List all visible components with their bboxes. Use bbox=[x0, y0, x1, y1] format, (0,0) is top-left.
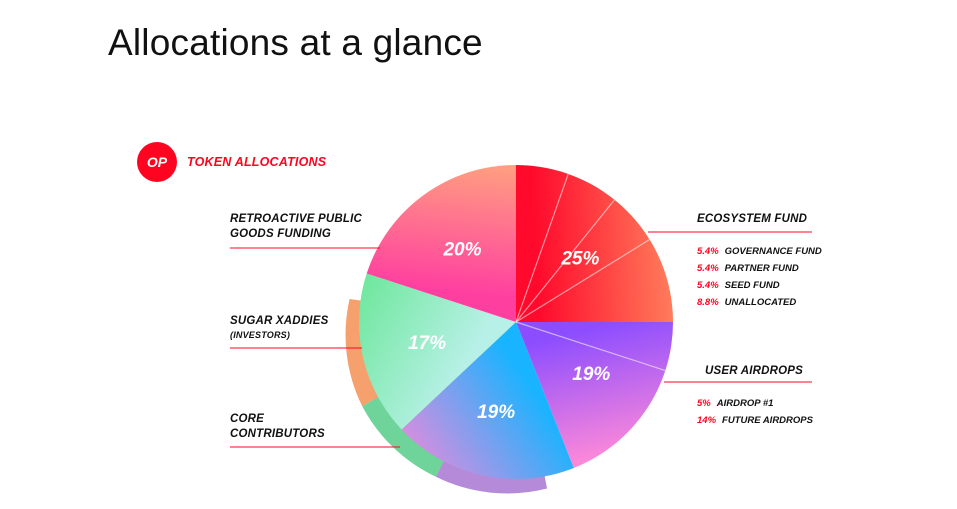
ecosystem-breakdown-item: 5.4% SEED FUND bbox=[697, 280, 780, 291]
label-investors: (INVESTORS) bbox=[230, 330, 291, 340]
pie-value-label: 19% bbox=[477, 402, 515, 423]
pie-slice-core-contributors bbox=[401, 322, 574, 480]
pie-subdivision-line bbox=[515, 321, 666, 372]
ecosystem-breakdown-item: 8.8% UNALLOCATED bbox=[697, 297, 797, 308]
label-core-contributors: CORE CONTRIBUTORS bbox=[230, 413, 325, 440]
label-user-airdrops: USER AIRDROPS bbox=[705, 365, 804, 377]
label-retroactive-public-goods: RETROACTIVE PUBLIC GOODS FUNDING bbox=[230, 213, 363, 240]
pie-slice-retroactive-public-goods-funding bbox=[366, 165, 516, 322]
pie-subdivision-line bbox=[515, 239, 650, 323]
page-title: Allocations at a glance bbox=[108, 22, 483, 63]
airdrops-breakdown-list: 5% AIRDROP #1 14% FUTURE AIRDROPS bbox=[697, 395, 813, 429]
ecosystem-breakdown-item: 5.4% PARTNER FUND bbox=[697, 263, 799, 274]
ecosystem-breakdown-item: 5.4% GOVERNANCE FUND bbox=[697, 246, 822, 257]
pie-slice-sugar-xaddies bbox=[358, 273, 516, 430]
pie-subdivision-line bbox=[515, 199, 616, 323]
ecosystem-breakdown-list: 5.4% GOVERNANCE FUND 5.4% PARTNER FUND 5.4… bbox=[697, 243, 822, 311]
label-sugar-xaddies: SUGAR XADDIES (INVESTORS) bbox=[230, 315, 329, 340]
op-logo-badge: OP bbox=[137, 142, 177, 182]
pie-slice-user-airdrops bbox=[516, 322, 673, 468]
token-allocations-caption: TOKEN ALLOCATIONS bbox=[187, 155, 327, 169]
pie-value-label: 17% bbox=[408, 333, 446, 354]
pie-value-label: 25% bbox=[560, 249, 599, 270]
pie-value-label: 20% bbox=[442, 239, 481, 260]
label-ecosystem-fund: ECOSYSTEM FUND bbox=[697, 213, 808, 225]
pie-value-label: 19% bbox=[572, 364, 610, 385]
airdrops-breakdown-item: 5% AIRDROP #1 bbox=[697, 398, 774, 409]
airdrops-breakdown-item: 14% FUTURE AIRDROPS bbox=[697, 415, 813, 426]
pie-subdivision-line bbox=[515, 173, 569, 323]
pie-slice-ecosystem-fund bbox=[516, 165, 673, 322]
